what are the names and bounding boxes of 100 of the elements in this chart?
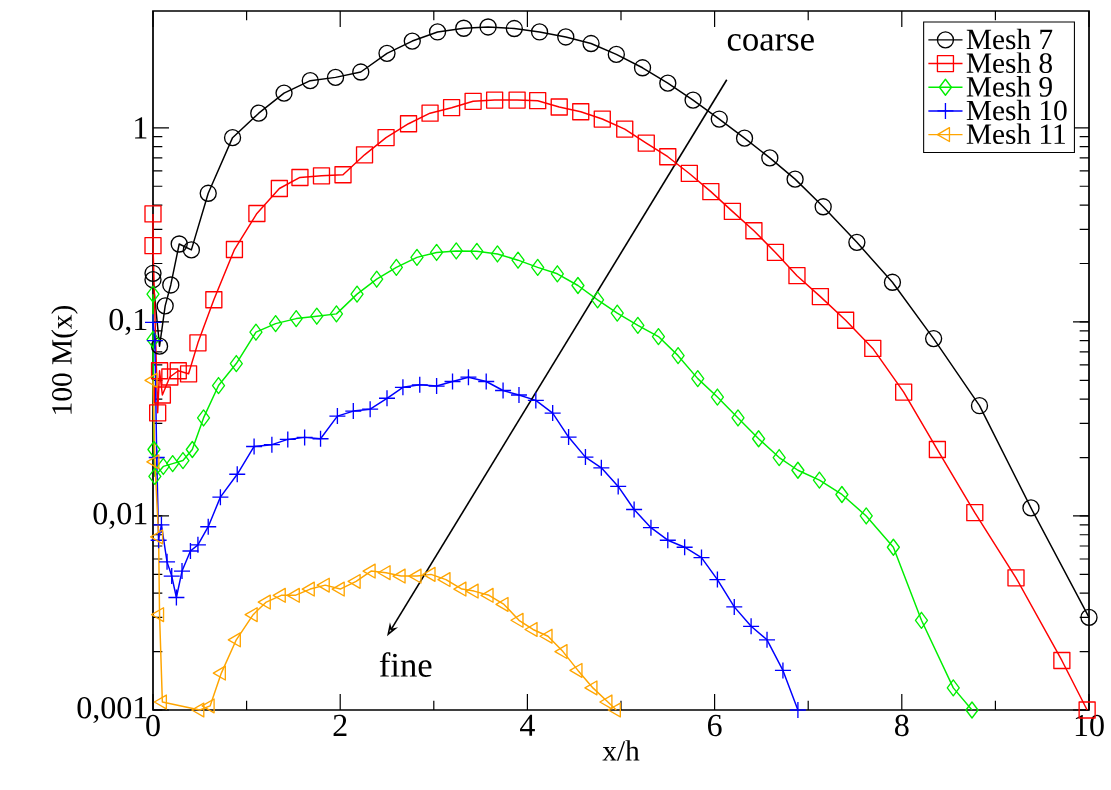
point <box>791 461 805 479</box>
point <box>631 316 645 335</box>
point <box>410 248 424 267</box>
y-tick-label: 0,1 <box>109 308 147 335</box>
point <box>505 19 523 38</box>
point <box>659 148 677 166</box>
point <box>708 570 727 589</box>
point <box>539 628 553 644</box>
point <box>742 617 760 635</box>
point <box>455 19 473 37</box>
point <box>227 632 241 648</box>
point <box>301 72 319 90</box>
point <box>836 311 855 329</box>
legend-label: Mesh 8 <box>966 52 1052 74</box>
point <box>692 548 711 567</box>
point <box>725 598 743 616</box>
point <box>946 679 960 697</box>
point <box>179 365 198 383</box>
point <box>228 465 246 483</box>
point <box>250 104 268 122</box>
point <box>150 607 165 623</box>
x-tick-label: 4 <box>520 714 535 736</box>
point <box>637 134 655 152</box>
point <box>392 568 406 584</box>
point <box>459 368 478 386</box>
point <box>189 334 207 352</box>
point <box>144 237 162 255</box>
point <box>789 701 807 719</box>
point <box>814 198 832 216</box>
point <box>886 538 901 556</box>
point <box>544 404 562 422</box>
point <box>443 372 462 391</box>
point <box>153 694 168 710</box>
point <box>774 661 792 680</box>
point <box>965 701 979 719</box>
point <box>671 346 685 365</box>
x-tick-label: 2 <box>333 714 347 736</box>
point <box>270 179 289 198</box>
point <box>571 276 585 295</box>
point <box>633 59 652 77</box>
point <box>162 276 180 294</box>
point <box>610 304 624 322</box>
point <box>582 34 600 53</box>
point <box>1053 651 1071 670</box>
point <box>326 68 345 87</box>
point <box>411 376 429 394</box>
point <box>465 583 479 599</box>
point <box>735 129 754 147</box>
point <box>312 167 331 185</box>
point <box>144 372 158 388</box>
point <box>550 98 568 116</box>
point <box>442 99 461 117</box>
point <box>182 241 201 259</box>
point <box>924 329 943 348</box>
point <box>788 267 806 285</box>
point <box>149 404 167 422</box>
point <box>248 204 266 223</box>
legend-label: Mesh 7 <box>966 28 1053 50</box>
point <box>378 44 396 63</box>
point <box>189 536 207 554</box>
point <box>331 581 345 597</box>
point <box>524 621 538 638</box>
point <box>394 378 412 397</box>
point <box>156 297 174 315</box>
point <box>590 291 605 309</box>
point <box>156 457 170 476</box>
point <box>245 437 263 456</box>
point <box>530 23 549 41</box>
point <box>684 91 702 109</box>
point <box>347 573 361 589</box>
point <box>144 264 162 282</box>
point <box>421 104 439 122</box>
point <box>355 146 374 164</box>
point <box>702 182 720 201</box>
point <box>229 354 243 373</box>
point <box>352 63 370 81</box>
point <box>153 386 172 404</box>
point <box>453 581 467 597</box>
point <box>149 529 164 545</box>
point <box>1007 569 1025 587</box>
point <box>966 503 984 522</box>
point <box>758 631 776 649</box>
point <box>642 519 660 537</box>
x-axis-title: x/h <box>602 740 640 761</box>
point <box>751 430 766 448</box>
point <box>710 388 725 406</box>
point <box>470 242 484 261</box>
point <box>928 440 947 459</box>
point <box>691 369 705 388</box>
point <box>310 307 324 325</box>
point <box>883 273 902 291</box>
point <box>163 567 181 585</box>
point <box>607 45 625 64</box>
legend-label: Mesh 9 <box>966 76 1052 97</box>
point <box>680 164 698 183</box>
point <box>146 285 160 303</box>
point <box>429 243 444 262</box>
point <box>659 74 677 92</box>
point <box>710 110 728 128</box>
point <box>659 531 677 549</box>
